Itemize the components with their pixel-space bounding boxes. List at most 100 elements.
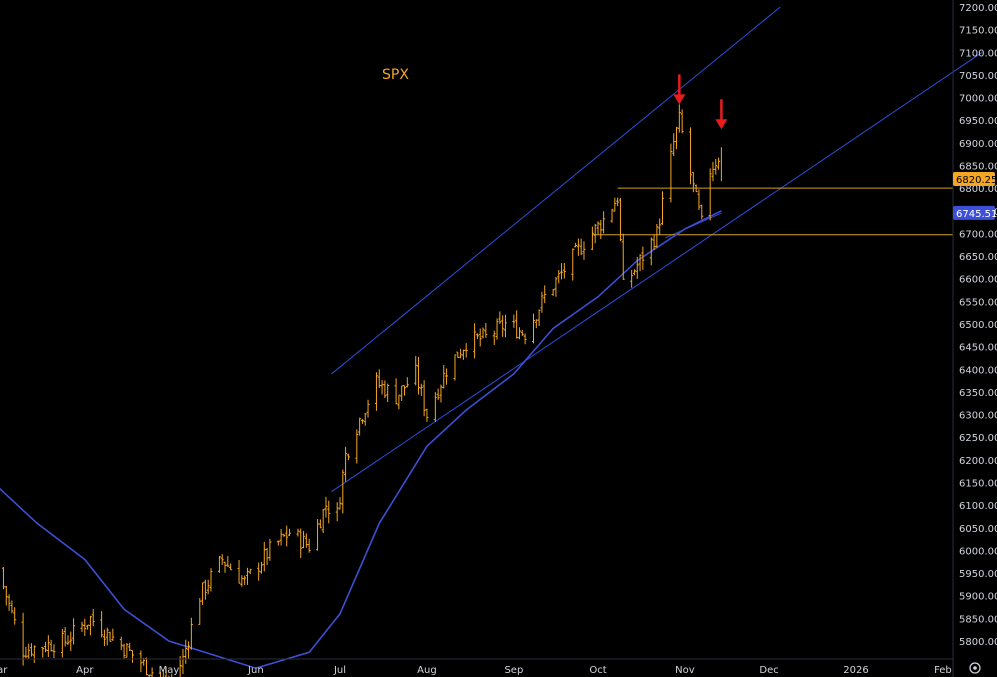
price-bar[interactable]: [10, 600, 14, 614]
price-bar[interactable]: [632, 269, 636, 276]
price-bar[interactable]: [119, 636, 123, 651]
plot-area[interactable]: [0, 6, 983, 677]
price-bar[interactable]: [694, 184, 698, 193]
price-bar[interactable]: [711, 161, 715, 182]
price-bar[interactable]: [220, 554, 224, 565]
price-bar[interactable]: [523, 333, 527, 345]
price-bar[interactable]: [139, 650, 143, 673]
price-bar[interactable]: [86, 624, 90, 630]
price-bar[interactable]: [198, 598, 202, 625]
price-bar[interactable]: [52, 644, 56, 659]
price-bar[interactable]: [159, 672, 162, 677]
price-bar[interactable]: [714, 158, 718, 175]
price-bar[interactable]: [125, 642, 129, 658]
price-bar[interactable]: [318, 519, 322, 529]
price-bar[interactable]: [69, 631, 73, 651]
price-bar[interactable]: [46, 635, 50, 657]
price-bar[interactable]: [442, 364, 446, 389]
price-bar[interactable]: [80, 621, 84, 632]
price-bar[interactable]: [201, 582, 205, 605]
price-bar[interactable]: [344, 446, 348, 482]
price-bar[interactable]: [63, 627, 67, 647]
price-bar[interactable]: [618, 197, 622, 242]
price-bar[interactable]: [638, 254, 642, 272]
price-bar[interactable]: [184, 639, 188, 664]
price-bar[interactable]: [243, 575, 247, 585]
price-bar[interactable]: [338, 497, 342, 510]
price-bar[interactable]: [316, 519, 320, 551]
price-bar[interactable]: [414, 356, 418, 386]
price-bar[interactable]: [700, 204, 704, 220]
price-bar[interactable]: [649, 237, 653, 266]
price-bar[interactable]: [599, 219, 603, 239]
price-bar[interactable]: [374, 372, 378, 411]
price-bar[interactable]: [400, 385, 404, 402]
price-bar[interactable]: [32, 645, 36, 663]
price-bar[interactable]: [475, 333, 479, 340]
price-bar[interactable]: [680, 109, 684, 134]
price-bar[interactable]: [13, 607, 17, 625]
price-bar[interactable]: [60, 628, 64, 658]
price-bar[interactable]: [189, 617, 193, 650]
price-bar[interactable]: [288, 528, 292, 536]
price-bar[interactable]: [245, 567, 249, 585]
price-bar[interactable]: [602, 211, 606, 234]
price-bar[interactable]: [4, 586, 8, 606]
settings-gear-icon[interactable]: [969, 662, 981, 674]
price-bar[interactable]: [417, 356, 421, 395]
price-bar[interactable]: [433, 392, 437, 422]
price-bar[interactable]: [72, 618, 76, 645]
price-bar[interactable]: [296, 528, 300, 537]
price-bar[interactable]: [436, 388, 440, 401]
price-bar[interactable]: [377, 369, 381, 388]
price-axis[interactable]: 5800.00 5850.00 5900.00 5950.00 6000.00 6050.…: [959, 3, 997, 648]
price-bar[interactable]: [268, 538, 272, 561]
price-bar[interactable]: [537, 309, 541, 327]
price-bar[interactable]: [503, 314, 507, 338]
price-bar[interactable]: [105, 627, 109, 646]
price-bar[interactable]: [262, 541, 266, 572]
price-bar[interactable]: [691, 171, 695, 193]
price-bar[interactable]: [24, 646, 28, 659]
price-bar[interactable]: [248, 568, 252, 575]
price-bar[interactable]: [102, 629, 106, 647]
price-bar[interactable]: [397, 394, 401, 410]
price-bar[interactable]: [27, 643, 31, 659]
price-bar[interactable]: [501, 315, 505, 337]
price-bar[interactable]: [675, 126, 679, 150]
price-bar[interactable]: [304, 533, 308, 548]
price-bar[interactable]: [302, 530, 306, 549]
price-bar[interactable]: [492, 330, 496, 345]
price-bar[interactable]: [346, 453, 350, 461]
price-bar[interactable]: [321, 508, 325, 534]
price-bar[interactable]: [677, 104, 681, 133]
price-bar[interactable]: [655, 223, 659, 248]
price-bar[interactable]: [403, 385, 406, 396]
price-bar[interactable]: [88, 615, 92, 636]
price-bar[interactable]: [383, 380, 387, 399]
price-bar[interactable]: [557, 270, 561, 284]
price-bar[interactable]: [366, 399, 370, 418]
price-bar[interactable]: [100, 611, 104, 638]
price-bar[interactable]: [574, 242, 578, 248]
price-bar[interactable]: [358, 417, 362, 436]
price-bar[interactable]: [453, 354, 457, 381]
price-bar[interactable]: [515, 310, 519, 339]
price-bar[interactable]: [380, 380, 384, 395]
price-bar[interactable]: [495, 318, 499, 340]
price-bar[interactable]: [49, 639, 53, 652]
price-bar[interactable]: [21, 612, 25, 666]
price-bar[interactable]: [484, 322, 488, 338]
price-bar[interactable]: [478, 328, 482, 347]
price-bar[interactable]: [299, 528, 303, 558]
price-bar[interactable]: [534, 319, 538, 329]
price-bar[interactable]: [360, 419, 364, 424]
price-bar[interactable]: [217, 556, 221, 573]
price-bar[interactable]: [44, 641, 48, 653]
price-bar[interactable]: [669, 143, 673, 203]
price-bar[interactable]: [122, 643, 126, 659]
price-bar[interactable]: [363, 413, 367, 426]
price-bar[interactable]: [461, 349, 465, 360]
price-bar[interactable]: [571, 248, 575, 281]
price-bar[interactable]: [164, 667, 168, 677]
